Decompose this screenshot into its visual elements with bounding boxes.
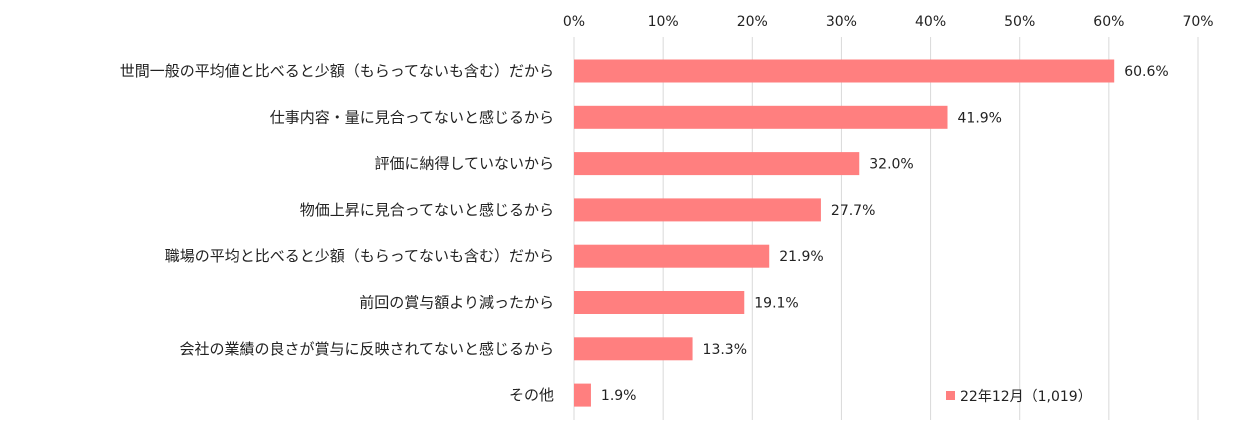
x-tick-label: 0% xyxy=(563,14,585,30)
value-label: 21.9% xyxy=(779,249,823,265)
category-label: 職場の平均と比べると少額（もらってないも含む）だから xyxy=(165,247,554,265)
x-tick-label: 70% xyxy=(1182,14,1213,30)
legend-label: 22年12月（1,019） xyxy=(960,389,1092,405)
bar xyxy=(574,152,860,176)
category-label: 会社の業績の良さが賞与に反映されてないと感じるから xyxy=(179,340,554,358)
value-label: 1.9% xyxy=(601,388,637,404)
x-tick-label: 30% xyxy=(826,14,857,30)
value-label: 19.1% xyxy=(754,296,798,312)
legend-swatch xyxy=(946,391,955,400)
legend: 22年12月（1,019） xyxy=(946,389,1092,405)
value-label: 27.7% xyxy=(831,203,875,219)
value-label: 32.0% xyxy=(869,157,913,173)
bar xyxy=(574,59,1115,83)
x-tick-label: 10% xyxy=(648,14,679,30)
bar xyxy=(574,198,821,222)
value-label: 60.6% xyxy=(1124,64,1168,80)
bar xyxy=(574,337,693,361)
category-label: 前回の賞与額より減ったから xyxy=(359,294,554,312)
bar xyxy=(574,244,770,268)
value-label: 41.9% xyxy=(958,110,1002,126)
category-label: 物価上昇に見合ってないと感じるから xyxy=(300,201,554,219)
bar xyxy=(574,291,745,314)
x-tick-label: 40% xyxy=(915,14,946,30)
bar xyxy=(574,105,948,129)
category-label: 世間一般の平均値と比べると少額（もらってないも含む）だから xyxy=(120,62,554,80)
x-tick-label: 50% xyxy=(1004,14,1035,30)
value-label: 13.3% xyxy=(703,342,747,358)
category-label: 仕事内容・量に見合ってないと感じるから xyxy=(270,108,554,126)
category-label: 評価に納得していないから xyxy=(374,155,554,173)
category-label: その他 xyxy=(509,386,554,404)
x-tick-label: 20% xyxy=(737,14,768,30)
bar xyxy=(574,383,591,407)
x-tick-label: 60% xyxy=(1093,14,1124,30)
